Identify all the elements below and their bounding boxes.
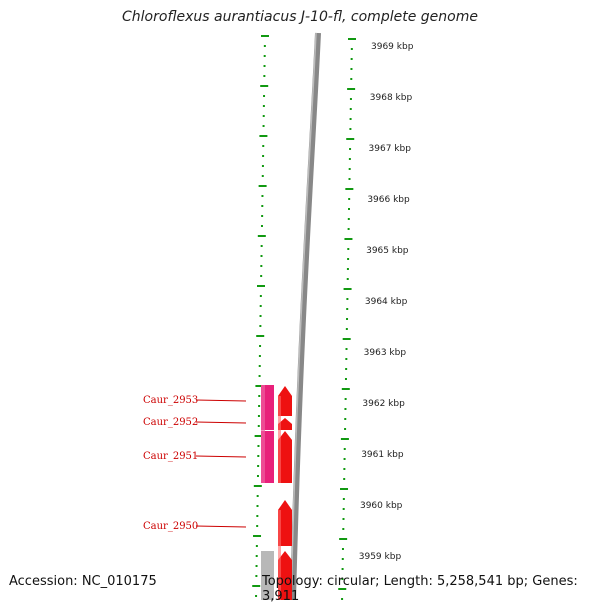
- kbp-label: 3965 kbp: [366, 246, 409, 256]
- genome-title: Chloroflexus aurantiacus J-10-fl, comple…: [122, 9, 478, 25]
- gene-label: Caur_2950: [143, 521, 198, 532]
- kbp-label: 3969 kbp: [371, 42, 414, 52]
- gene-arrow-caur-2953: [278, 386, 292, 416]
- kbp-label: 3968 kbp: [370, 93, 413, 103]
- gene-label: Caur_2952: [143, 417, 198, 428]
- accession-label: Accession: NC_010175: [9, 574, 157, 589]
- gene-leader-line: [195, 421, 247, 424]
- genome-backbone: [290, 32, 321, 600]
- gene-label: Caur_2953: [143, 395, 198, 406]
- kbp-label: 3960 kbp: [360, 501, 403, 511]
- gene-gray-block: [261, 551, 274, 600]
- gene-arrow-caur-2952: [278, 418, 292, 430]
- gene-arrow-caur-2950: [278, 500, 292, 546]
- red-gene-arrows: [278, 386, 292, 600]
- gene-leader-line: [195, 455, 247, 458]
- kbp-label: 3966 kbp: [367, 195, 410, 205]
- kbp-label: 3967 kbp: [369, 144, 412, 154]
- gene-labels: Caur_2953 Caur_2952 Caur_2951 Caur_2950: [143, 395, 198, 532]
- gene-label: Caur_2951: [143, 451, 198, 462]
- kbp-label: 3959 kbp: [359, 552, 402, 562]
- gene-leader-line: [195, 525, 247, 528]
- inner-scale-ticks: [252, 35, 269, 597]
- gene-arrow-caur-2951: [278, 431, 292, 483]
- outer-scale-ticks: [338, 38, 356, 600]
- pink-gene-block: [261, 385, 274, 483]
- gene-label-leaders: [195, 399, 247, 528]
- kbp-label: 3961 kbp: [361, 450, 404, 460]
- kbp-label: 3963 kbp: [364, 348, 407, 358]
- kbp-labels: 3969 kbp 3968 kbp 3967 kbp 3966 kbp 3965 kbp…: [359, 42, 414, 562]
- kbp-label: 3964 kbp: [365, 297, 408, 307]
- kbp-label: 3962 kbp: [362, 399, 405, 409]
- gene-arrow-lower: [278, 551, 292, 600]
- gene-leader-line: [195, 399, 247, 402]
